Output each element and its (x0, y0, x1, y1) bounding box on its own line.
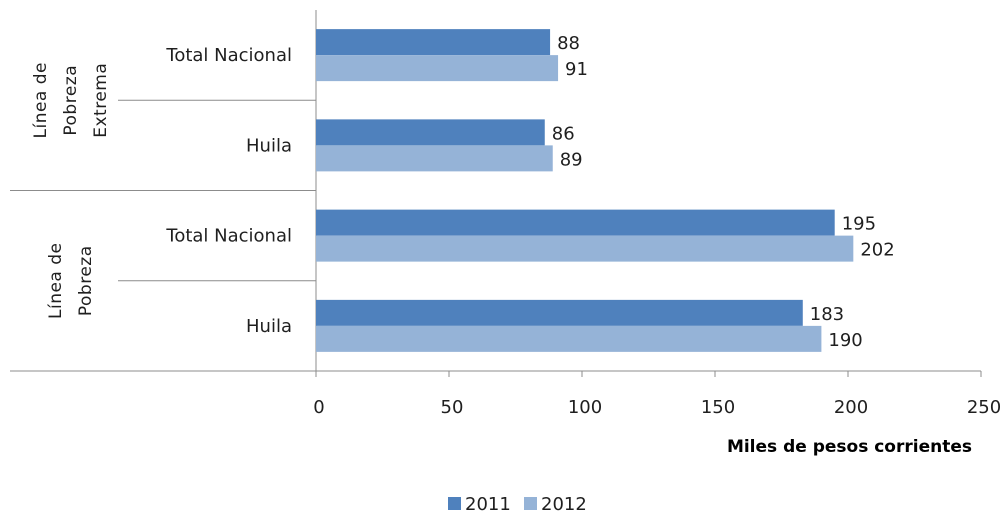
x-tick-label: 100 (568, 397, 602, 418)
bar-2011 (316, 299, 803, 326)
bars (316, 29, 854, 352)
labels: 0 50 100 150 200 250 Total Nacional 88 91 Huila 86… (31, 33, 1001, 418)
bar-2012 (316, 145, 553, 172)
legend-label-2012: 2012 (541, 494, 587, 515)
category-label: Total Nacional (165, 226, 292, 247)
data-label: 89 (560, 149, 583, 170)
bar-2012 (316, 325, 822, 352)
x-tick-label: 0 (313, 397, 324, 418)
data-label: 202 (860, 240, 894, 261)
data-label: 91 (565, 59, 588, 80)
x-tick-label: 200 (834, 397, 868, 418)
bar-2011 (316, 119, 545, 146)
category-label: Total Nacional (165, 45, 292, 66)
x-tick-label: 50 (441, 397, 464, 418)
bar-2011 (316, 29, 551, 56)
data-label: 88 (557, 33, 580, 54)
data-label: 86 (552, 123, 575, 144)
bar-2011 (316, 209, 835, 236)
x-tick-label: 250 (967, 397, 1001, 418)
category-label: Huila (246, 316, 292, 337)
category-label: Huila (246, 135, 292, 156)
legend: 2011 2012 (448, 494, 587, 515)
data-label: 195 (842, 214, 876, 235)
x-axis-title: Miles de pesos corrientes (727, 437, 972, 457)
legend-label-2011: 2011 (465, 494, 511, 515)
data-label: 183 (810, 304, 844, 325)
legend-swatch-2012 (524, 497, 537, 510)
group-label: Línea de Pobreza (46, 243, 96, 320)
x-tick-label: 150 (701, 397, 735, 418)
data-label: 190 (828, 330, 862, 351)
legend-swatch-2011 (448, 497, 461, 510)
bar-2012 (316, 235, 854, 262)
bar-2012 (316, 55, 559, 82)
group-label: Línea de Pobreza Extrema (31, 62, 111, 139)
